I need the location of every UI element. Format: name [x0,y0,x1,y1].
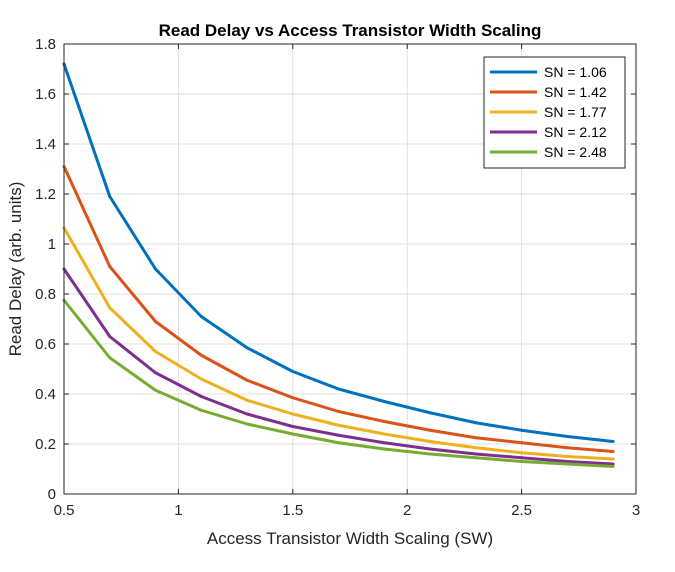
x-tick-label: 1 [174,502,182,519]
data-point [291,412,295,416]
data-point [611,462,615,466]
data-point [520,441,524,445]
data-point [474,456,478,460]
x-tick-label: 3 [632,502,640,519]
legend-label: SN = 2.12 [544,124,607,140]
data-point [199,315,203,318]
y-tick-label: 1 [48,236,56,253]
data-point [520,428,524,432]
data-point [108,195,112,198]
x-axis-label: Access Transistor Width Scaling (SW) [207,529,493,548]
data-point [337,387,341,391]
data-point [382,420,386,423]
data-point [428,440,432,443]
data-point [199,377,203,381]
data-point [611,440,615,443]
data-point [154,267,158,271]
legend-label: SN = 1.06 [544,64,607,80]
legend-label: SN = 2.48 [544,144,607,160]
data-point [474,452,478,456]
data-point [565,455,569,458]
axis-ticks: 0.5 1 1.5 2 2.5 3 0 0.2 0.4 0.6 0.8 1 1.2 1.4 1.6 1.8 [35,36,640,519]
data-point [474,421,478,425]
legend: SN = 1.06 SN = 1.42 SN = 1.77 SN = 2.12 SN =… [483,56,626,169]
data-point [382,432,386,436]
data-point [245,398,249,402]
data-point [291,432,295,436]
data-point [154,371,158,375]
data-point [382,447,386,451]
data-point [337,423,341,427]
data-point [565,435,569,438]
data-point [565,460,569,463]
data-point [611,457,615,461]
data-point [108,306,112,310]
data-point [428,452,432,456]
data-point [154,350,158,353]
data-point [245,346,249,350]
data-point [199,395,203,398]
data-point [428,411,432,415]
data-point [520,451,524,455]
x-tick-label: 2 [403,502,411,519]
data-point [199,353,203,357]
y-tick-label: 0.4 [35,386,56,403]
data-point [474,436,478,440]
data-point [337,441,341,445]
data-point [291,370,295,373]
data-point [520,456,524,460]
legend-label: SN = 1.42 [544,84,607,100]
data-point [291,425,295,428]
y-axis-label: Read Delay (arb. units) [6,182,25,357]
axes-frame [63,43,637,495]
data-point [108,335,112,338]
data-point [154,320,158,323]
data-point [382,441,386,445]
series-lines [62,62,615,468]
y-tick-label: 0.6 [35,336,56,353]
data-point [565,462,569,466]
y-tick-label: 0.2 [35,436,56,453]
y-tick-label: 1.4 [35,136,56,153]
x-tick-label: 0.5 [54,502,75,519]
legend-label: SN = 1.77 [544,104,607,120]
data-point [611,450,615,453]
y-tick-label: 1.8 [35,36,56,53]
data-point [108,265,112,268]
y-tick-label: 0.8 [35,286,56,303]
data-point [245,378,249,382]
data-point [428,428,432,432]
data-point [565,446,569,450]
data-point [382,400,386,403]
data-point [154,388,158,392]
y-tick-label: 0 [48,486,56,503]
data-point [108,356,112,360]
data-point [245,412,249,416]
data-point [291,396,295,400]
data-point [337,410,341,413]
data-point [474,446,478,450]
data-point [337,433,341,437]
data-point [245,422,249,426]
x-tick-label: 1.5 [282,502,303,519]
data-point [611,465,615,468]
y-tick-label: 1.6 [35,86,56,103]
grid-lines [63,43,637,495]
chart-title: Read Delay vs Access Transistor Width Sc… [159,21,542,40]
data-point [428,447,432,451]
x-tick-label: 2.5 [511,502,532,519]
data-point [199,408,203,412]
y-tick-label: 1.2 [35,186,56,203]
data-point [520,460,524,463]
